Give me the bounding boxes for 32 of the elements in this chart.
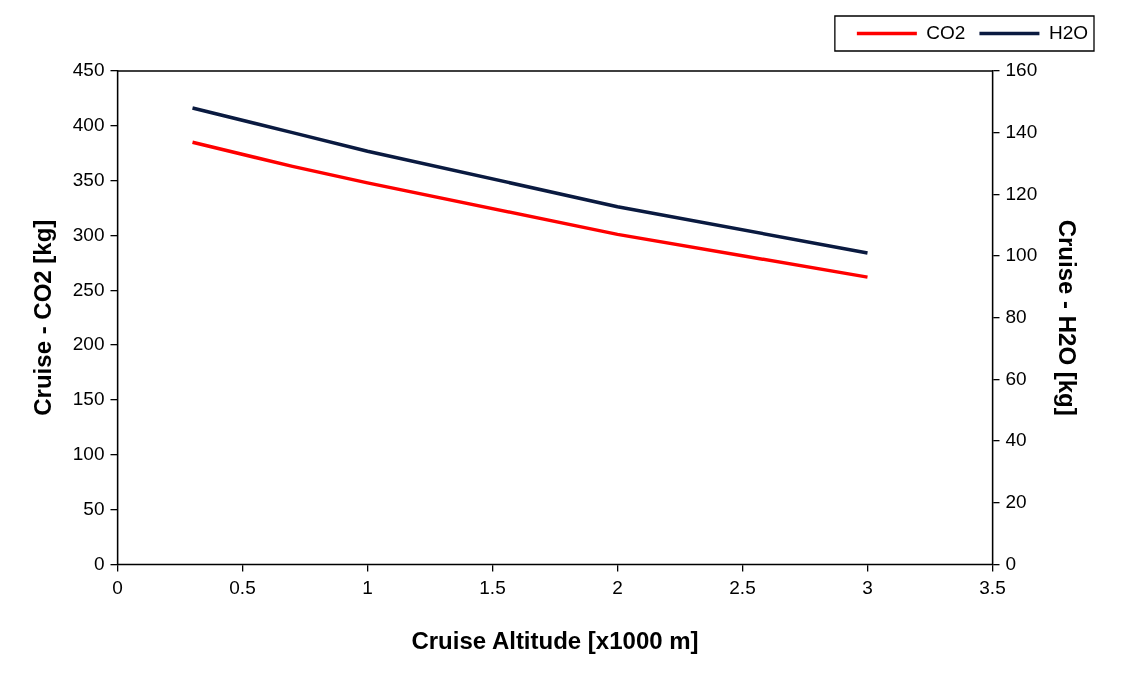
y2-tick-label: 0 [1005, 552, 1017, 574]
y2-tick-label: 20 [1005, 490, 1027, 512]
x-tick-label: 2.5 [729, 577, 756, 599]
y-tick-label: 200 [72, 333, 105, 355]
y-tick-label: 150 [72, 388, 105, 410]
y2-tick-label: 120 [1005, 182, 1038, 204]
y-tick-label: 450 [72, 59, 105, 81]
y-tick-label: 0 [93, 552, 105, 574]
y2-tick-label: 40 [1005, 429, 1027, 451]
y2-tick-label: 100 [1005, 244, 1038, 266]
y-tick-label: 350 [72, 168, 105, 190]
y2-axis-title: Cruise - H2O [kg] [1053, 219, 1081, 416]
y-tick-label: 250 [72, 278, 105, 300]
x-tick-label: 0.5 [229, 577, 256, 599]
x-axis-title: Cruise Altitude [x1000 m] [411, 627, 699, 655]
legend-label: CO2 [926, 21, 966, 43]
y2-tick-label: 160 [1005, 59, 1038, 81]
y-tick-label: 400 [72, 114, 105, 136]
x-tick-label: 0 [112, 577, 123, 599]
x-tick-label: 3 [862, 577, 873, 599]
y-tick-label: 100 [72, 442, 105, 464]
y-axis-title: Cruise - CO2 [kg] [29, 219, 57, 416]
y2-tick-label: 140 [1005, 120, 1038, 142]
x-tick-label: 3.5 [979, 577, 1006, 599]
x-tick-label: 2 [612, 577, 623, 599]
x-tick-label: 1 [362, 577, 373, 599]
y2-tick-label: 80 [1005, 305, 1027, 327]
y2-tick-label: 60 [1005, 367, 1027, 389]
x-tick-label: 1.5 [479, 577, 506, 599]
y-tick-label: 50 [83, 497, 105, 519]
y-tick-label: 300 [72, 223, 105, 245]
legend-label: H2O [1048, 21, 1089, 43]
